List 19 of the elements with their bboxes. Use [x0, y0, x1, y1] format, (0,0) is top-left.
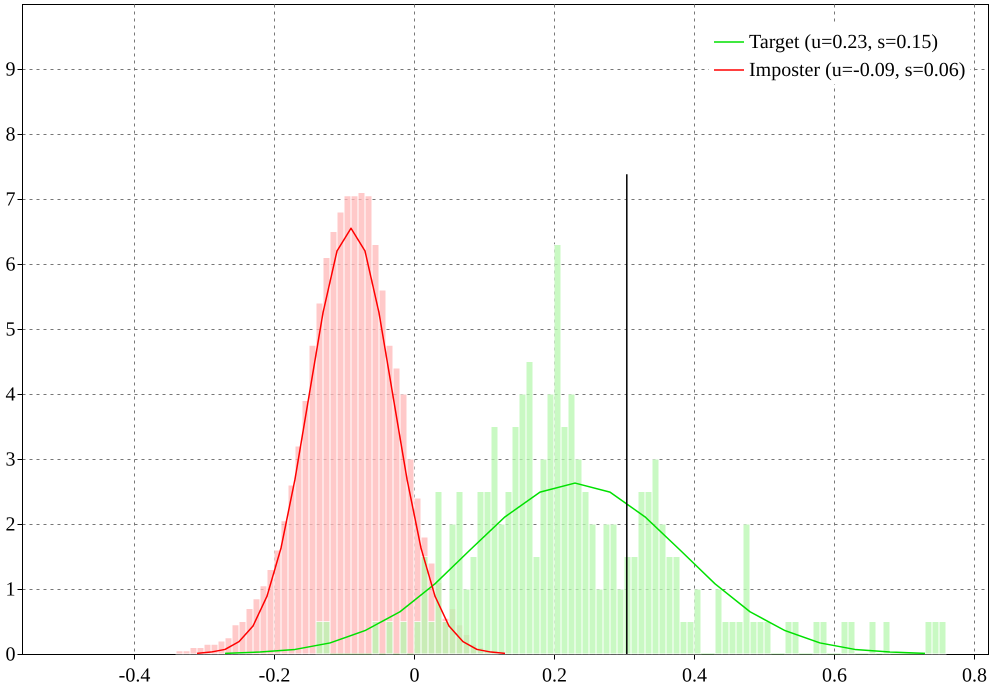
x-tick-label: 0.2: [542, 664, 567, 686]
x-tick-label: 0.8: [962, 664, 987, 686]
y-tick-label: 8: [6, 124, 16, 146]
legend-label: Target (u=0.23, s=0.15): [749, 31, 938, 53]
y-tick-label: 2: [6, 514, 16, 536]
y-tick-label: 6: [6, 254, 16, 276]
y-tick-label: 5: [6, 318, 16, 340]
legend-label: Imposter (u=-0.09, s=0.06): [749, 59, 966, 81]
y-tick-label: 3: [6, 448, 16, 470]
y-tick-label: 7: [6, 188, 16, 210]
x-tick-label: 0: [410, 664, 420, 686]
y-tick-label: 1: [6, 578, 16, 600]
x-tick-label: -0.2: [258, 664, 290, 686]
y-tick-label: 4: [6, 384, 16, 406]
x-tick-label: 0.4: [682, 664, 707, 686]
y-tick-label: 0: [6, 644, 16, 666]
x-tick-label: 0.6: [822, 664, 847, 686]
y-tick-label: 9: [6, 58, 16, 80]
x-tick-label: -0.4: [118, 664, 150, 686]
